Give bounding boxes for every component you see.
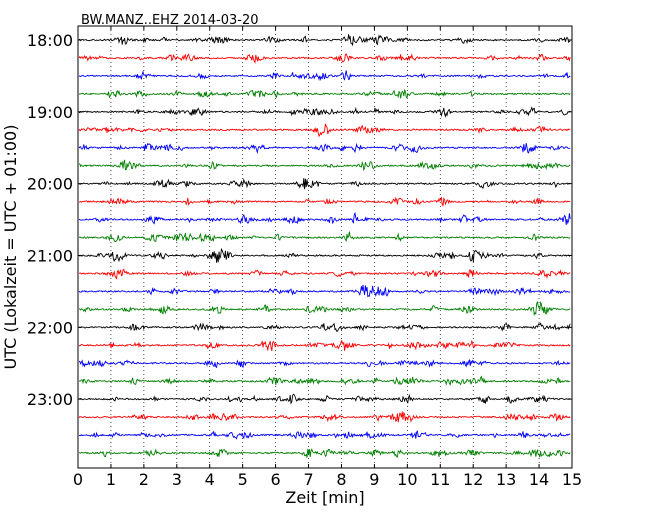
x-axis-label: Zeit [min] — [285, 488, 364, 507]
plot-frame — [77, 25, 573, 469]
seismic-trace — [78, 393, 571, 405]
x-tick-label: 11 — [430, 470, 450, 489]
y-tick-label: 20:00 — [27, 175, 73, 194]
x-tick-label: 0 — [73, 470, 83, 489]
axis-ticks: 0 1 2 3 4 5 6 7 8 9 10 11 12 13 14 1518:0019:0020:0021:… — [27, 26, 582, 489]
x-tick-label: 7 — [303, 470, 313, 489]
y-tick-label: 23:00 — [27, 390, 73, 409]
seismic-trace — [78, 359, 571, 369]
seismic-trace — [78, 196, 571, 207]
seismic-trace — [78, 123, 571, 138]
seismic-trace — [78, 53, 571, 64]
x-tick-label: 1 — [106, 470, 116, 489]
seismic-trace — [78, 247, 571, 263]
x-tick-label: 9 — [369, 470, 379, 489]
x-tick-label: 13 — [496, 470, 516, 489]
seismic-trace — [78, 34, 571, 47]
seismic-trace — [78, 211, 571, 225]
seismic-trace — [78, 339, 571, 351]
seismic-trace — [78, 430, 571, 440]
seismic-trace — [78, 411, 571, 423]
x-tick-label: 10 — [397, 470, 417, 489]
y-tick-label: 22:00 — [27, 318, 73, 337]
seismic-trace — [78, 301, 571, 317]
chart-title: BW.MANZ..EHZ 2014-03-20 — [81, 13, 259, 28]
seismic-trace — [78, 142, 571, 155]
x-tick-label: 4 — [205, 470, 215, 489]
x-tick-label: 8 — [336, 470, 346, 489]
seismic-trace — [78, 88, 571, 100]
seismic-trace — [78, 70, 571, 81]
y-tick-label: 18:00 — [27, 31, 73, 50]
seismic-traces — [78, 34, 571, 458]
seismic-trace — [78, 448, 571, 458]
y-tick-label: 19:00 — [27, 103, 73, 122]
x-tick-label: 12 — [463, 470, 483, 489]
x-tick-label: 14 — [529, 470, 549, 489]
x-tick-label: 2 — [139, 470, 149, 489]
y-tick-label: 21:00 — [27, 246, 73, 265]
seismic-trace — [78, 106, 571, 119]
seismic-trace — [78, 178, 571, 190]
seismic-trace — [78, 284, 571, 298]
x-tick-label: 15 — [562, 470, 582, 489]
x-tick-label: 6 — [271, 470, 281, 489]
seismic-trace — [78, 322, 571, 332]
vertical-grid — [110, 26, 540, 468]
x-tick-label: 5 — [238, 470, 248, 489]
seismic-trace — [78, 159, 571, 172]
seismic-trace — [78, 231, 571, 243]
y-axis-label: UTC (Lokalzeit = UTC + 01:00) — [1, 125, 20, 370]
seismic-trace — [78, 268, 571, 280]
x-tick-label: 3 — [172, 470, 182, 489]
seismic-trace — [78, 375, 571, 386]
